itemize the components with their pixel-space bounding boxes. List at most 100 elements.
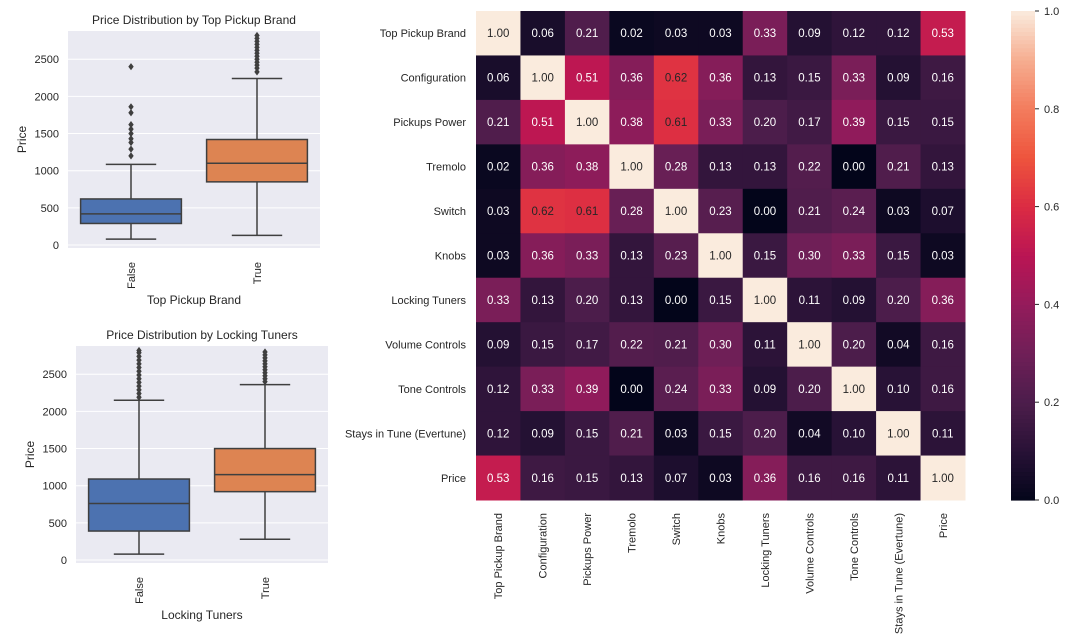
heatmap-cell [564,188,610,234]
cell-value: 0.15 [531,339,553,351]
colorbar-segment [1011,137,1035,142]
colorbar-segment [1011,284,1035,289]
cell-value: 0.00 [665,295,687,307]
cell-value: 0.15 [932,117,954,129]
colorbar-segment [1011,247,1035,253]
heatmap-cell [476,144,521,190]
colorbar-segment [1011,426,1035,432]
cell-value: 0.16 [932,339,954,351]
cell-value: 0.30 [798,251,820,263]
colorbar-segment [1011,259,1035,265]
cell-value: 0.15 [709,428,731,440]
cell-value: 0.11 [754,339,776,351]
heatmap-cell [520,233,566,279]
heatmap-cell [520,55,566,101]
row-label: Pickups Power [393,117,466,129]
cell-value: 0.21 [487,117,509,129]
heatmap-cell [609,233,655,279]
cell-value: 0.24 [665,384,688,396]
outlier-point [128,103,134,111]
cell-value: 1.00 [620,162,642,174]
heatmap-cell [476,233,521,279]
colorbar-segment [1011,80,1035,85]
cell-value: 0.16 [843,473,865,485]
colorbar: 0.0 0.2 0.4 0.6 0.8 1.0 [1011,6,1059,507]
colorbar-segment [1011,68,1035,73]
heatmap-cell [653,11,699,56]
colorbar-segment [1011,243,1035,248]
colorbar-segment [1011,324,1035,330]
cell-value: 0.20 [754,117,776,129]
heatmap-cell [520,411,566,457]
y-tick-label: 500 [41,203,59,215]
row-label: Knobs [435,251,467,263]
cell-value: 0.20 [798,384,820,396]
heatmap-cell [653,277,699,323]
heatmap-cell [520,366,566,412]
row-label: Stays in Tune (Evertune) [345,428,466,440]
colorbar-segment [1011,15,1035,20]
heatmap-cell [564,233,610,279]
heatmap-cell [609,455,655,501]
heatmap-cell [653,455,699,501]
heatmap-cell [564,322,610,368]
heatmap-cell [831,455,877,501]
x-axis-label: Top Pickup Brand [147,293,241,307]
colorbar-segment [1011,394,1035,399]
outlier-point [136,367,142,375]
cell-value: 0.33 [843,73,865,85]
column-label: Knobs [716,513,728,545]
x-tick-label: False [134,577,146,604]
heatmap-cell [831,144,877,190]
box-false [87,478,191,532]
heatmap-cell [876,144,922,190]
cell-value: 0.53 [932,28,954,40]
cell-value: 1.00 [709,251,731,263]
colorbar-segment [1011,47,1035,53]
heatmap-cell [476,55,521,101]
colorbar-segment [1011,487,1035,493]
colorbar-segment [1011,357,1035,363]
colorbar-segment [1011,161,1035,167]
heatmap-cell [564,144,610,190]
cell-value: 0.20 [576,295,598,307]
row-label: Configuration [401,73,466,85]
heatmap-cell [653,411,699,457]
heatmap-cell [476,455,521,501]
heatmap-cell [876,99,922,145]
colorbar-segment [1011,381,1035,387]
heatmap-cell [698,99,744,145]
colorbar-segment [1011,141,1035,147]
outlier-point [128,109,134,117]
cell-value: 0.00 [843,162,865,174]
colorbar-segment [1011,121,1035,126]
heatmap-cell [564,455,610,501]
heatmap-cell [698,411,744,457]
colorbar-segment [1011,320,1035,326]
cell-value: 0.39 [843,117,865,129]
heatmap-cell [653,322,699,368]
y-tick-label: 0 [61,555,67,567]
colorbar-segment [1011,35,1035,41]
cell-value: 0.21 [665,339,687,351]
cell-value: 0.15 [887,251,909,263]
heatmap-cell [698,144,744,190]
colorbar-segment [1011,11,1035,16]
heatmap-cell [831,11,877,56]
cell-value: 0.62 [531,206,553,218]
colorbar-segment [1011,190,1035,195]
colorbar-segment [1011,300,1035,305]
colorbar-segment [1011,88,1035,94]
colorbar-segment [1011,410,1035,416]
colorbar-segment [1011,27,1035,32]
colorbar-segment [1011,51,1035,57]
cell-value: 0.61 [665,117,687,129]
cell-value: 0.03 [487,251,509,263]
heatmap-cell [520,99,566,145]
boxplot-top-pickup-brand: 0 500 1000 1500 2000 2500 False True Price Distr… [15,13,320,307]
cell-value: 0.06 [531,28,553,40]
heatmap-cell [876,455,922,501]
colorbar-segment [1011,263,1035,269]
colorbar-segment [1011,43,1035,49]
